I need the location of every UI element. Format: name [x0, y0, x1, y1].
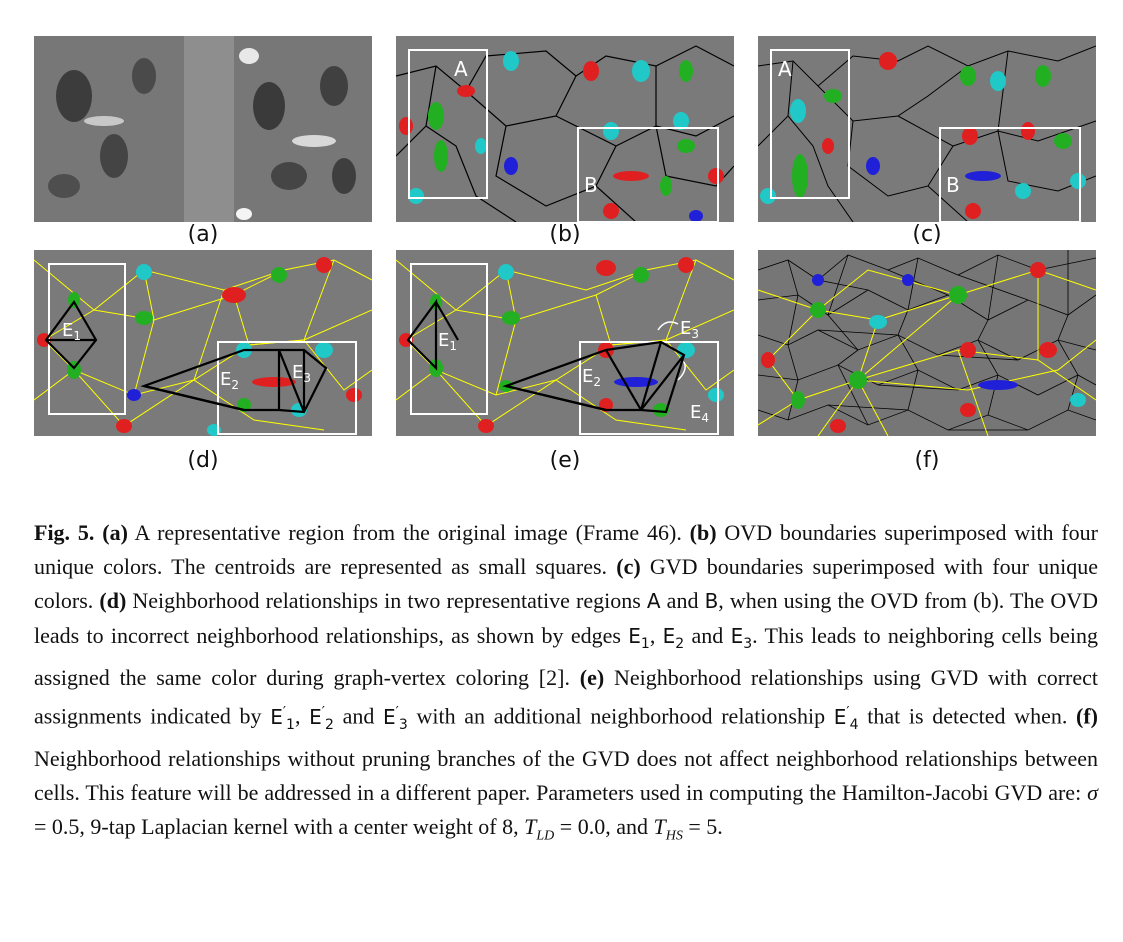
edge-e2-ref: E2: [662, 623, 685, 652]
panel-d-label: (d): [187, 448, 219, 473]
t-ld-symbol: TLD: [524, 814, 555, 844]
sigma-eq: =: [34, 814, 52, 840]
caption-text-d3: . This leads to neighboring cells being …: [34, 622, 1099, 690]
panel-c-svg: A B: [758, 36, 1096, 222]
caption-params-2: , and: [605, 814, 654, 840]
caption-text-b: OVD boundaries superimposed with four un…: [34, 520, 1098, 580]
panel-e-svg: E1 E2 E3 E4: [396, 250, 734, 436]
region-a-label: A: [454, 57, 468, 81]
panel-a-svg: [34, 36, 372, 222]
panel-b-svg: A B: [396, 36, 734, 222]
panel-b-image: A B: [396, 36, 734, 222]
caption-text-d1: Neighborhood relationships in two repres…: [126, 588, 647, 614]
fig-label: Fig. 5.: [34, 520, 95, 545]
caption-text-e2: with an additional neighborhood relation…: [407, 703, 834, 729]
t-hs-symbol: THS: [653, 814, 683, 844]
edge-e2-prime-ref: E′2: [309, 704, 334, 733]
caption-and-3: and: [333, 703, 384, 729]
t-hs-value: 5: [706, 814, 718, 840]
region-b-label-c: B: [946, 173, 960, 197]
caption-tag-f: (f): [1076, 703, 1099, 729]
edge-e3-ref: E3: [730, 623, 753, 652]
panel-d-image: E1 E2 E3: [34, 250, 372, 436]
caption-paragraph: Fig. 5. (a) A representative region from…: [34, 516, 1098, 854]
panel-b-label: (b): [549, 222, 581, 247]
region-a-label-c: A: [778, 57, 792, 81]
sigma-symbol: σ: [1087, 780, 1098, 806]
caption-text-f: Neighborhood relationships without pruni…: [34, 745, 1098, 806]
caption-and-1: and: [660, 588, 705, 614]
caption-and-2: and: [684, 622, 731, 648]
panel-e-label: (e): [549, 448, 581, 473]
caption-text-e1: Neighborhood relationships using GVD wit…: [34, 664, 1098, 729]
t-ld-value: 0.0: [577, 814, 606, 840]
panel-e-image: E1 E2 E3 E4: [396, 250, 734, 436]
t-ld-eq: =: [554, 814, 578, 840]
caption-params-1: , 9-tap Laplacian kernel with a center w…: [79, 814, 525, 840]
caption-tag-e: (e): [579, 664, 605, 690]
caption-tag-a: (a): [102, 520, 128, 545]
caption-tag-c: (c): [616, 554, 641, 580]
edge-e1-ref: E1: [628, 623, 650, 652]
edge-e4-prime-ref: E′4: [833, 704, 859, 733]
caption-period: .: [717, 814, 723, 840]
panel-a-image: [34, 36, 372, 222]
caption-comma-2: ,: [294, 703, 310, 729]
caption-tag-b: (b): [689, 520, 717, 545]
caption-text-e3: that is detected when.: [858, 703, 1077, 729]
panel-c-label: (c): [912, 222, 942, 247]
region-b-ref: B: [704, 589, 719, 614]
sigma-value: 0.5: [51, 814, 80, 840]
figure-caption: Fig. 5. (a) A representative region from…: [34, 516, 1098, 854]
panel-f-svg: [758, 250, 1096, 436]
region-b-label: B: [584, 173, 598, 197]
caption-tag-d: (d): [99, 588, 127, 614]
panel-a-label: (a): [187, 222, 219, 247]
caption-comma-1: ,: [649, 622, 663, 648]
panel-f-image: [758, 250, 1096, 436]
edge-e1-prime-ref: E′1: [270, 704, 295, 733]
t-hs-eq: =: [682, 814, 707, 840]
edge-e3-prime-ref: E′3: [383, 704, 408, 733]
panel-c-image: A B: [758, 36, 1096, 222]
caption-text-c: GVD boundaries superimposed with four un…: [34, 554, 1099, 614]
panel-d-svg: E1 E2 E3: [34, 250, 372, 436]
caption-text-d2: , when using the OVD from (b). The OVD l…: [34, 588, 1098, 648]
caption-text-a: A representative region from the origina…: [127, 520, 690, 545]
panel-f-label: (f): [914, 448, 940, 473]
region-a-ref: A: [646, 589, 661, 614]
